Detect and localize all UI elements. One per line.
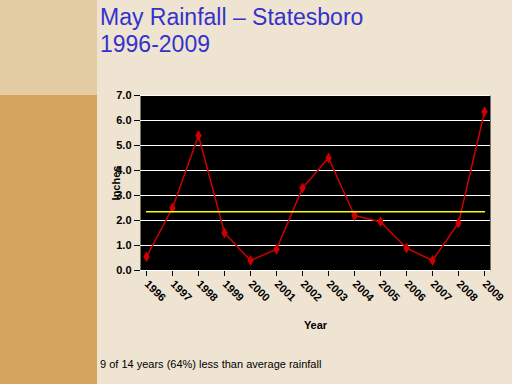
- svg-text:2003: 2003: [325, 278, 351, 304]
- svg-text:6.0: 6.0: [116, 114, 131, 126]
- svg-text:2001: 2001: [273, 278, 299, 304]
- svg-text:2002: 2002: [299, 278, 325, 304]
- svg-text:2000: 2000: [247, 278, 273, 304]
- svg-text:1997: 1997: [169, 278, 195, 304]
- svg-text:1996: 1996: [143, 278, 169, 304]
- html-text:May Rainfall – Statesboro: May Rainfall – Statesboro: [100, 4, 364, 30]
- svg-text:2005: 2005: [377, 278, 403, 304]
- svg-text:2004: 2004: [351, 278, 377, 304]
- svg-text:1999: 1999: [221, 278, 247, 304]
- html-text:9 of 14 years (64%) less than: 9 of 14 years (64%) less than average ra…: [100, 358, 322, 370]
- svg-text:2006: 2006: [403, 278, 429, 304]
- svg-text:2008: 2008: [455, 278, 481, 304]
- svg-text:1.0: 1.0: [116, 239, 131, 251]
- svg-text:2009: 2009: [481, 278, 507, 304]
- svg-text:0.0: 0.0: [116, 264, 131, 276]
- html-text:1996-2009: 1996-2009: [100, 31, 210, 57]
- svg-text:2.0: 2.0: [116, 214, 131, 226]
- svg-text:1998: 1998: [195, 278, 221, 304]
- svg-text:2007: 2007: [429, 278, 455, 304]
- svg-text:Inches: Inches: [110, 166, 122, 201]
- svg-text:3.0: 3.0: [116, 189, 132, 201]
- svg-text:Year: Year: [304, 319, 328, 331]
- svg-text:5.0: 5.0: [116, 139, 131, 151]
- svg-text:7.0: 7.0: [116, 89, 131, 101]
- svg-text:4.0: 4.0: [116, 164, 132, 176]
